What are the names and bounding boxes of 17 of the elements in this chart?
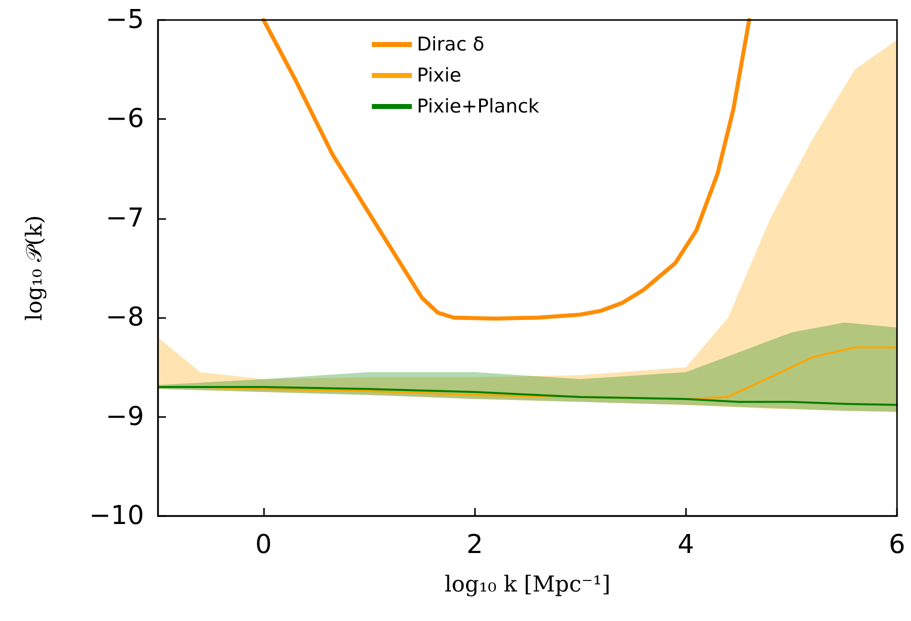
x-tick-label: 0	[255, 530, 272, 560]
x-tick-label: 2	[466, 530, 483, 560]
line-series	[262, 18, 752, 321]
x-tick-label: 6	[888, 530, 906, 560]
x-axis-title: log₁₀ k [Mpc⁻¹]	[444, 572, 610, 598]
legend-label: Dirac δ	[416, 34, 484, 56]
y-tick-label: −5	[106, 5, 144, 35]
line-series	[157, 386, 898, 406]
legend-label: Pixie	[416, 64, 462, 86]
y-tick-label: −7	[106, 203, 144, 234]
y-tick-label: −9	[106, 402, 144, 432]
legend-label: Pixie+Planck	[416, 96, 540, 118]
y-tick-label: −8	[106, 302, 144, 333]
y-axis-title: log₁₀ 𝒫(k)	[22, 215, 48, 321]
x-tick-label: 4	[678, 530, 694, 560]
y-tick-label: −6	[106, 104, 144, 134]
y-tick-label: −10	[89, 501, 144, 531]
